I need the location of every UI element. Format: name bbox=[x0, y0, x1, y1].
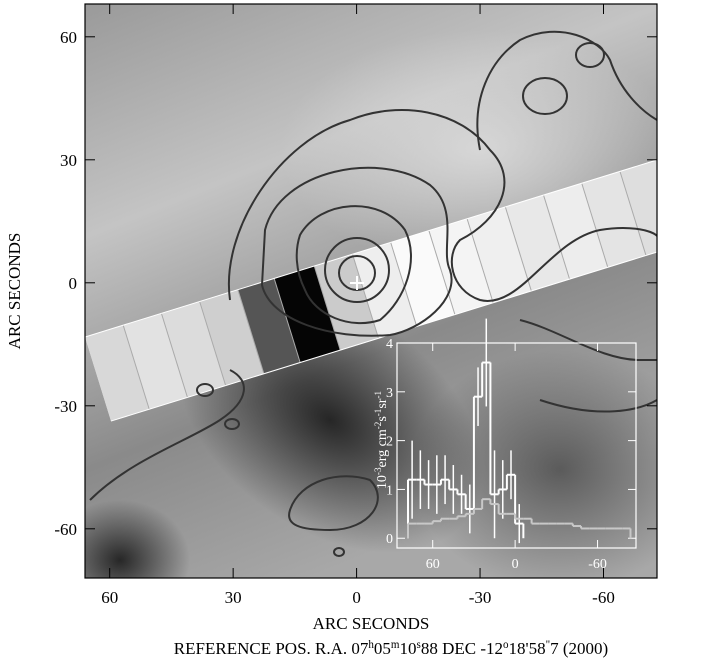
x-tick-label: 0 bbox=[352, 588, 361, 607]
figure: ARC SECONDS ARC SECONDS REFERENCE POS. R… bbox=[0, 0, 701, 665]
caption: REFERENCE POS. R.A. 07h05m10s88 DEC -12o… bbox=[174, 639, 608, 658]
y-tick-label: 0 bbox=[69, 274, 78, 293]
inset-y-tick-label: 2 bbox=[386, 435, 393, 450]
x-tick-label: 60 bbox=[101, 588, 118, 607]
text-part: 7 (2000) bbox=[550, 639, 608, 658]
y-tick-label: 60 bbox=[60, 28, 77, 47]
inset-x-tick-label: 0 bbox=[512, 557, 519, 572]
inset-y-tick-label: 4 bbox=[386, 337, 393, 352]
inset-y-tick-label: 0 bbox=[386, 532, 393, 547]
text-part: 88 DEC -12 bbox=[421, 639, 503, 658]
y-tick-label: -30 bbox=[54, 397, 77, 416]
inset-x-tick-label: 60 bbox=[426, 557, 440, 572]
superscript: -1 bbox=[373, 391, 383, 399]
x-tick-label: -30 bbox=[469, 588, 492, 607]
text-part: 05 bbox=[374, 639, 391, 658]
x-tick-label: 30 bbox=[225, 588, 242, 607]
x-tick-label: -60 bbox=[592, 588, 615, 607]
superscript: -1 bbox=[373, 409, 383, 417]
y-axis-label: ARC SECONDS bbox=[5, 233, 24, 350]
inset-y-tick-label: 1 bbox=[386, 483, 393, 498]
text-part: 18'58 bbox=[509, 639, 546, 658]
inset-x-tick-label: -60 bbox=[588, 557, 607, 572]
y-tick-label: 30 bbox=[60, 151, 77, 170]
text-part: 10 bbox=[400, 639, 417, 658]
y-tick-label: -60 bbox=[54, 520, 77, 539]
text-part: REFERENCE POS. R.A. 07 bbox=[174, 639, 369, 658]
x-axis-label: ARC SECONDS bbox=[313, 614, 430, 633]
inset-y-tick-label: 3 bbox=[386, 386, 393, 401]
